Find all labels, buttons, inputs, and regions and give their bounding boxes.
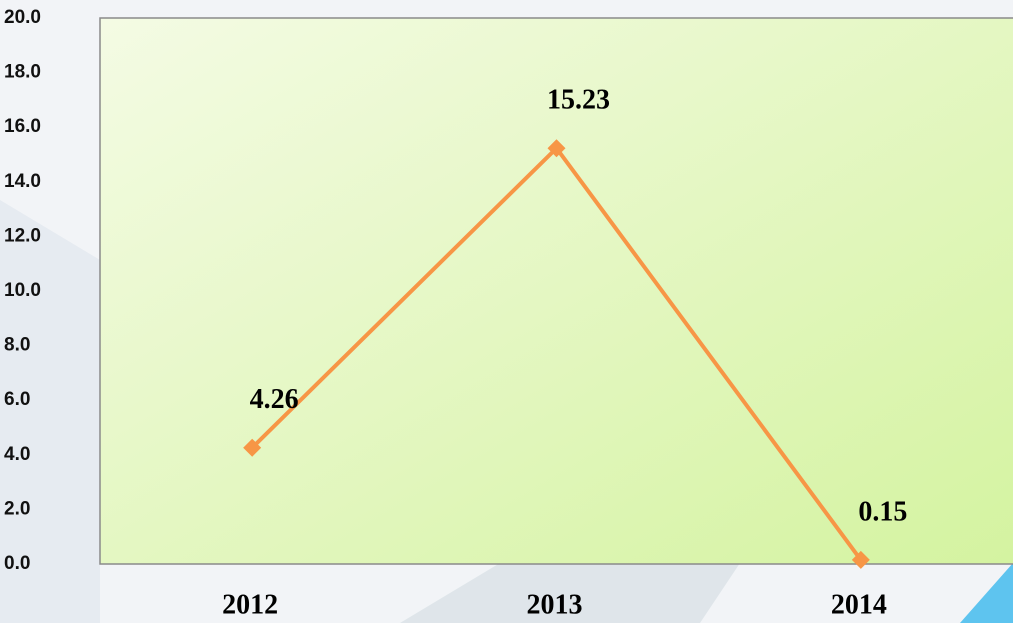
y-tick-label: 12.0 bbox=[4, 225, 41, 246]
y-tick-label: 8.0 bbox=[4, 335, 30, 356]
marker bbox=[547, 139, 566, 158]
marker bbox=[243, 438, 262, 457]
background-shape bbox=[400, 563, 740, 623]
y-tick-label: 18.0 bbox=[4, 62, 41, 83]
background-shape bbox=[0, 200, 100, 623]
y-tick-label: 4.0 bbox=[4, 444, 30, 465]
x-tick-label: 2014 bbox=[831, 589, 887, 620]
marker bbox=[851, 550, 870, 569]
y-tick-label: 2.0 bbox=[4, 498, 30, 519]
y-tick-label: 20.0 bbox=[4, 7, 41, 28]
y-tick-label: 6.0 bbox=[4, 389, 30, 410]
background-shape bbox=[960, 563, 1013, 623]
y-tick-label: 16.0 bbox=[4, 116, 41, 137]
x-tick-label: 2012 bbox=[222, 589, 278, 620]
y-tick-label: 0.0 bbox=[4, 553, 30, 574]
data-label: 0.15 bbox=[858, 496, 907, 527]
data-label: 4.26 bbox=[250, 384, 299, 415]
plot-area bbox=[99, 17, 1013, 565]
x-tick-label: 2013 bbox=[527, 589, 583, 620]
data-label: 15.23 bbox=[547, 85, 610, 116]
y-tick-label: 10.0 bbox=[4, 280, 41, 301]
y-tick-label: 14.0 bbox=[4, 171, 41, 192]
